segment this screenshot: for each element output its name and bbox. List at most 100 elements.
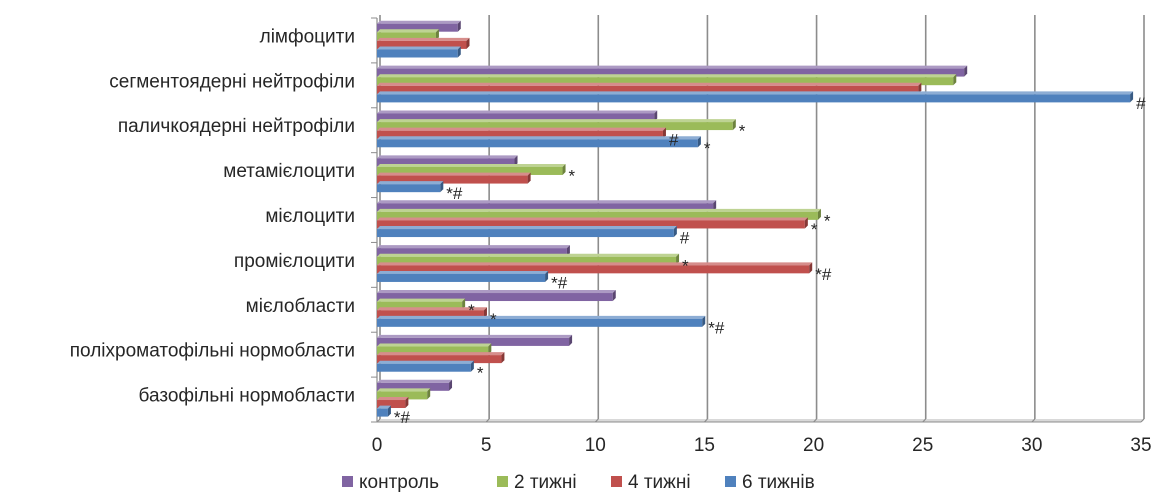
bar-1-7-end	[612, 290, 616, 302]
bar-2-3	[377, 122, 733, 131]
bar-2-9-end	[427, 388, 431, 400]
x-tick-label-30: 30	[1021, 435, 1042, 456]
category-labels: лімфоцити сегментоядерні нейтрофіли паличк…	[70, 26, 355, 406]
bar-3-9-end	[405, 397, 409, 409]
annotation-4-5: #	[680, 229, 690, 248]
bar-1-4-end	[514, 155, 518, 167]
bar-2-1	[377, 32, 436, 41]
legend-swatch-4	[725, 476, 736, 487]
category-label-1: лімфоцити	[260, 26, 355, 47]
bar-4-9-top	[377, 405, 391, 409]
bar-3-7	[377, 310, 484, 319]
bars	[377, 20, 1134, 417]
legend: контроль 2 тижні 4 тижні 6 тижнів	[342, 472, 815, 493]
annotation-4-4: *#	[446, 184, 463, 203]
annotation-2-3: *	[739, 122, 746, 141]
bar-2-8-top	[377, 343, 492, 347]
bar-3-6-end	[809, 262, 813, 274]
bar-2-9	[377, 391, 428, 400]
bar-4-5-end	[673, 226, 677, 238]
bar-3-2-top	[377, 82, 922, 86]
bar-1-8-top	[377, 334, 573, 338]
bar-3-1	[377, 40, 467, 49]
bar-2-3-end	[732, 119, 736, 131]
legend-label-2: 2 тижні	[514, 472, 577, 493]
bar-2-8-end	[488, 343, 492, 355]
annotation-2-4: *	[569, 167, 576, 186]
bar-3-5	[377, 220, 805, 229]
bar-4-8-top	[377, 360, 474, 364]
bar-1-7-top	[377, 290, 616, 294]
category-label-2: сегментоядерні нейтрофіли	[109, 71, 355, 92]
bar-1-4-top	[377, 155, 518, 159]
bar-1-2-top	[377, 65, 968, 69]
bar-4-3-top	[377, 136, 701, 140]
bar-1-5	[377, 203, 714, 212]
bar-4-4	[377, 184, 441, 193]
bar-2-6-top	[377, 253, 680, 257]
bar-3-1-end	[466, 37, 470, 49]
legend-swatch-2	[497, 476, 508, 487]
bar-2-8	[377, 346, 489, 355]
x-tick-label-15: 15	[694, 435, 715, 456]
bar-1-3	[377, 113, 655, 122]
bar-3-2-end	[918, 82, 922, 94]
bar-3-4-end	[527, 172, 531, 184]
bar-4-2-top	[377, 91, 1134, 95]
bar-4-5	[377, 229, 674, 238]
bar-2-9-top	[377, 388, 431, 392]
annotation-2-6: *	[682, 256, 689, 275]
bar-3-3-end	[662, 127, 666, 139]
bar-2-7-end	[462, 298, 466, 310]
bar-2-2-top	[377, 74, 957, 78]
bar-1-3-end	[654, 110, 658, 122]
bar-4-6	[377, 273, 546, 282]
bar-1-3-top	[377, 110, 658, 114]
bar-3-7-end	[483, 307, 487, 319]
annotation-3-3: #	[669, 130, 679, 149]
bar-1-9	[377, 382, 450, 391]
bar-2-2-end	[953, 74, 957, 86]
x-axis-ticks: 0 5 10 15 20 25 30 35	[372, 435, 1152, 456]
bar-2-7	[377, 301, 463, 310]
bar-2-2	[377, 77, 954, 86]
bar-4-3	[377, 139, 698, 148]
category-label-7: мієлобласти	[246, 296, 355, 317]
bar-3-1-top	[377, 37, 470, 41]
bar-2-4-end	[562, 163, 566, 175]
bar-4-2-end	[1130, 91, 1134, 103]
bar-4-1-top	[377, 46, 461, 50]
bar-2-3-top	[377, 119, 736, 123]
bar-1-2	[377, 68, 965, 77]
bar-1-6-end	[566, 245, 570, 257]
bar-4-1-end	[457, 46, 461, 58]
x-tick-label-10: 10	[585, 435, 606, 456]
bar-4-2	[377, 94, 1131, 103]
annotation-2-7: *	[468, 301, 475, 320]
bar-3-9	[377, 400, 406, 409]
bar-4-8	[377, 363, 471, 372]
legend-label-1: контроль	[359, 472, 439, 493]
bar-1-8-end	[569, 334, 573, 346]
annotation-4-8: *	[477, 363, 484, 382]
bar-3-6-top	[377, 262, 813, 266]
bar-1-5-end	[713, 200, 717, 212]
bar-3-6	[377, 265, 810, 274]
bar-4-9-end	[387, 405, 391, 417]
annotation-3-5: *	[811, 220, 818, 239]
bar-2-5-end	[817, 208, 821, 220]
bar-1-5-top	[377, 200, 717, 204]
annotation-4-2: #	[1136, 94, 1146, 113]
legend-swatch-1	[342, 476, 353, 487]
bar-3-3	[377, 130, 663, 139]
legend-label-3: 4 тижні	[628, 472, 691, 493]
bar-4-7-end	[702, 315, 706, 327]
annotation-4-6: *#	[551, 274, 568, 293]
annotation-4-9: *#	[394, 408, 411, 427]
category-label-3: паличкоядерні нейтрофіли	[118, 116, 355, 137]
bar-4-4-top	[377, 181, 444, 185]
bar-3-5-top	[377, 217, 808, 221]
bar-3-4	[377, 175, 528, 184]
bar-2-4-top	[377, 163, 566, 167]
